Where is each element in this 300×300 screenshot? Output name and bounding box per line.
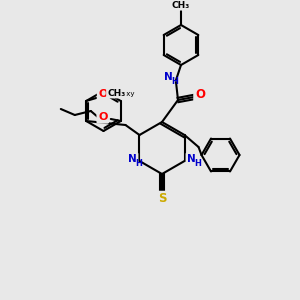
Text: methoxy: methoxy	[104, 91, 134, 97]
Text: O: O	[98, 112, 107, 122]
Text: H: H	[135, 160, 142, 169]
Text: CH₃: CH₃	[172, 1, 190, 10]
Text: S: S	[158, 193, 166, 206]
Text: N: N	[187, 154, 196, 164]
Text: CH₃: CH₃	[107, 88, 125, 98]
Text: O: O	[195, 88, 205, 101]
Text: H: H	[172, 76, 178, 85]
Text: N: N	[128, 154, 137, 164]
Text: N: N	[164, 72, 172, 82]
Text: O: O	[98, 89, 108, 99]
Text: H: H	[194, 160, 201, 169]
